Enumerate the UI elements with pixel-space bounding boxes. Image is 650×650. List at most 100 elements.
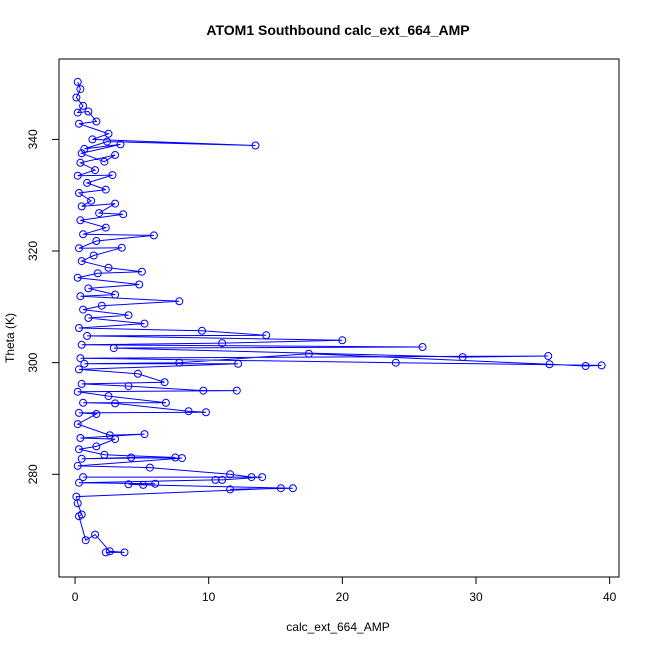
- data-point: [83, 178, 92, 187]
- data-point: [75, 119, 83, 128]
- data-point: [145, 463, 154, 472]
- series-line: [75, 81, 602, 553]
- data-point: [93, 269, 102, 278]
- data-point: [247, 473, 256, 482]
- data-point: [75, 512, 83, 521]
- data-point: [120, 548, 129, 557]
- data-point: [175, 297, 184, 306]
- data-point: [91, 530, 100, 539]
- data-point: [87, 196, 96, 205]
- data-point: [79, 473, 88, 482]
- data-point: [111, 290, 120, 299]
- x-axis-label: calc_ext_664_AMP: [286, 620, 389, 634]
- data-point: [88, 135, 97, 144]
- data-point: [137, 267, 146, 276]
- data-point: [77, 257, 86, 266]
- data-point: [84, 284, 93, 293]
- data-point: [184, 407, 193, 416]
- data-point: [84, 314, 93, 322]
- data-point: [79, 398, 88, 407]
- data-point: [92, 117, 101, 126]
- data-point: [108, 171, 117, 180]
- data-point: [92, 442, 101, 451]
- data-point: [111, 435, 120, 444]
- chart-title: ATOM1 Southbound calc_ext_664_AMP: [206, 22, 469, 38]
- data-point: [151, 479, 160, 488]
- data-point: [89, 251, 98, 260]
- data-point: [258, 473, 267, 482]
- data-point: [226, 485, 235, 494]
- data-point: [338, 336, 347, 345]
- data-point: [77, 454, 86, 463]
- data-point: [73, 461, 82, 470]
- x-tick-label: 20: [336, 590, 350, 604]
- y-axis: 280 300 320 340: [26, 129, 60, 484]
- data-point: [72, 93, 81, 102]
- data-point: [391, 358, 400, 367]
- x-tick-label: 0: [72, 590, 79, 604]
- data-point: [101, 548, 110, 557]
- data-point: [202, 408, 210, 417]
- data-point: [101, 185, 110, 194]
- data-point: [79, 230, 88, 239]
- data-point: [91, 166, 100, 175]
- data-point: [161, 398, 170, 407]
- data-point: [581, 362, 590, 370]
- data-point: [105, 547, 114, 556]
- data-point: [232, 386, 241, 395]
- data-point: [597, 361, 606, 370]
- data-point: [81, 536, 90, 545]
- data-point: [276, 484, 285, 493]
- data-point: [116, 140, 125, 149]
- data-point: [76, 292, 85, 301]
- data-point: [111, 199, 120, 208]
- y-tick-label: 280: [26, 464, 40, 484]
- x-tick-label: 10: [202, 590, 216, 604]
- data-point: [73, 273, 82, 282]
- data-point: [199, 386, 208, 395]
- data-point: [73, 420, 82, 429]
- data-point: [103, 137, 112, 146]
- data-point: [77, 202, 86, 211]
- data-point: [124, 480, 133, 489]
- data-point: [100, 157, 109, 166]
- data-point: [73, 499, 82, 508]
- data-point: [79, 101, 88, 110]
- y-tick-label: 300: [26, 352, 40, 372]
- data-point: [226, 470, 235, 479]
- data-point: [135, 280, 144, 289]
- data-point: [75, 324, 83, 332]
- data-point: [127, 453, 136, 462]
- data-point: [79, 305, 88, 314]
- data-point: [76, 216, 85, 225]
- data-point: [149, 231, 158, 240]
- data-point: [76, 158, 85, 167]
- data-point: [75, 478, 83, 487]
- series-layer: [72, 77, 606, 557]
- data-point: [133, 369, 142, 378]
- data-point: [124, 382, 133, 391]
- data-point: [109, 344, 118, 353]
- data-point: [75, 408, 83, 417]
- data-point: [545, 360, 554, 369]
- data-point: [97, 301, 106, 310]
- data-point: [77, 149, 86, 158]
- data-point: [73, 171, 82, 180]
- x-tick-label: 30: [469, 590, 483, 604]
- x-axis: 0 10 20 30 40: [72, 576, 617, 604]
- x-tick-label: 40: [603, 590, 617, 604]
- data-point: [80, 359, 89, 368]
- y-tick-label: 340: [26, 129, 40, 149]
- data-point: [140, 430, 149, 439]
- data-point: [83, 331, 92, 340]
- data-point: [160, 378, 169, 387]
- data-point: [544, 352, 553, 360]
- y-tick-label: 320: [26, 241, 40, 261]
- data-point: [76, 85, 85, 94]
- data-point: [119, 210, 128, 219]
- y-axis-label: Theta (K): [3, 313, 17, 363]
- data-point: [104, 263, 113, 272]
- data-point: [117, 243, 126, 252]
